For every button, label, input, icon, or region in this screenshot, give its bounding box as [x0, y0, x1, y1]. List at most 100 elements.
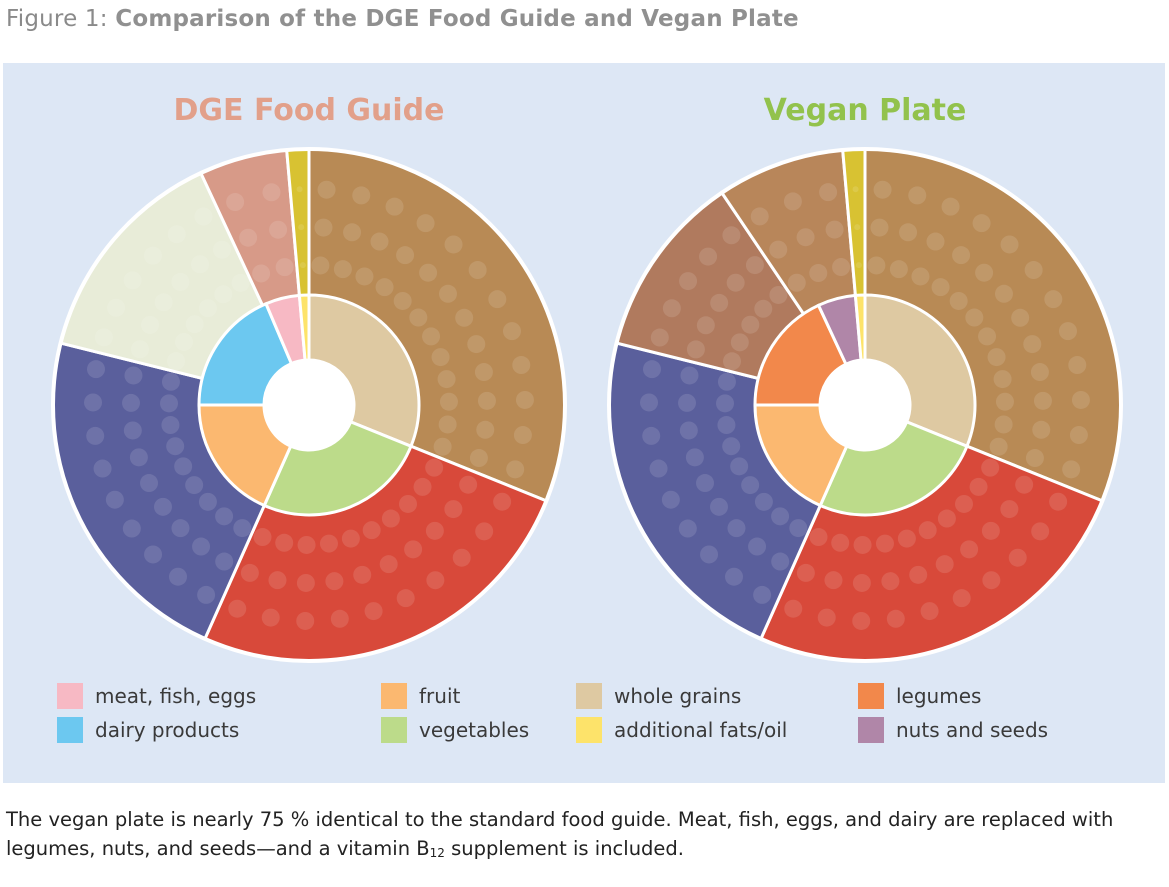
- whole-grains-photo-texture: [437, 370, 456, 389]
- oil-photo-texture: [296, 186, 303, 193]
- vegetables-photo-texture: [396, 589, 415, 608]
- vegetables-photo-texture: [897, 529, 916, 548]
- vegetables-photo-texture: [784, 599, 803, 618]
- legend-swatch-whole-grains: [576, 683, 602, 709]
- vegetables-photo-texture: [379, 555, 398, 574]
- fruit-photo-texture: [640, 393, 659, 412]
- fruit-photo-texture: [93, 459, 112, 478]
- vegetables-photo-texture: [1049, 492, 1068, 511]
- legend-label-additional-fats-oil: additional fats/oil: [614, 718, 788, 742]
- vegetables-photo-texture: [341, 529, 360, 548]
- whole-grains-photo-texture: [513, 426, 532, 445]
- fruit-photo-texture: [661, 490, 680, 509]
- fruit-photo-texture: [771, 552, 790, 571]
- vegetables-photo-texture: [362, 521, 381, 540]
- fruit-photo-texture: [678, 519, 697, 538]
- vegetables-photo-texture: [426, 571, 445, 590]
- vegetables-photo-texture: [981, 458, 1000, 477]
- legend-item-nuts-and-seeds: nuts and seeds: [858, 717, 1048, 743]
- oil-photo-texture: [298, 224, 305, 231]
- whole-grains-photo-texture: [889, 260, 908, 279]
- meat-fish-eggs-photo-texture: [252, 264, 271, 283]
- fruit-photo-texture: [722, 437, 741, 456]
- legumes-photo-texture: [723, 352, 742, 371]
- fruit-photo-texture: [716, 394, 735, 413]
- whole-grains-photo-texture: [393, 291, 412, 310]
- whole-grains-photo-texture: [972, 214, 991, 233]
- legend-item-fruit: fruit: [381, 683, 460, 709]
- whole-grains-photo-texture: [431, 348, 450, 367]
- oil-photo-texture: [854, 224, 861, 231]
- whole-grains-photo-texture: [1069, 426, 1088, 445]
- vegetables-photo-texture: [381, 509, 400, 528]
- nuts-seeds-photo-texture: [796, 228, 815, 247]
- fruit-photo-texture: [233, 519, 252, 538]
- vegetables-photo-texture: [459, 475, 478, 494]
- fruit-photo-texture: [84, 393, 103, 412]
- legumes-photo-texture: [745, 256, 764, 275]
- vegetables-photo-texture: [398, 494, 417, 513]
- fruit-photo-texture: [86, 426, 105, 445]
- dairy-photo-texture: [143, 246, 162, 265]
- whole-grains-photo-texture: [512, 356, 531, 375]
- fruit-photo-texture: [171, 519, 190, 538]
- dairy-photo-texture: [171, 272, 190, 291]
- vegetables-photo-texture: [253, 528, 272, 547]
- vegetables-photo-texture: [982, 571, 1001, 590]
- fruit-photo-texture: [754, 492, 773, 511]
- fruit-photo-texture: [215, 552, 234, 571]
- whole-grains-photo-texture: [1011, 308, 1030, 327]
- whole-grains-photo-texture: [1044, 290, 1063, 309]
- legumes-photo-texture: [769, 285, 788, 304]
- legend-swatch-vegetables: [381, 717, 407, 743]
- whole-grains-photo-texture: [989, 437, 1008, 456]
- vegetables-photo-texture: [228, 599, 247, 618]
- fruit-photo-texture: [696, 474, 715, 493]
- vegetables-photo-texture: [817, 608, 836, 627]
- fruit-photo-texture: [730, 457, 749, 476]
- whole-grains-photo-texture: [352, 186, 371, 205]
- fruit-photo-texture: [685, 448, 704, 467]
- legend-swatch-nuts-and-seeds: [858, 717, 884, 743]
- whole-grains-photo-texture: [311, 256, 330, 275]
- legumes-photo-texture: [686, 340, 705, 359]
- legend-label-vegetables: vegetables: [419, 718, 530, 742]
- whole-grains-photo-texture: [994, 415, 1013, 434]
- fruit-photo-texture: [748, 537, 767, 556]
- vegetables-photo-texture: [296, 611, 315, 630]
- vegetables-photo-texture: [297, 535, 316, 554]
- fruit-photo-texture: [122, 519, 141, 538]
- vegetables-photo-texture: [330, 609, 349, 628]
- fruit-photo-texture: [185, 476, 204, 495]
- fruit-photo-texture: [140, 474, 159, 493]
- vegetables-photo-texture: [404, 540, 423, 559]
- whole-grains-photo-texture: [1025, 449, 1044, 468]
- fruit-photo-texture: [679, 421, 698, 440]
- dairy-photo-texture: [94, 328, 113, 347]
- dairy-photo-texture: [214, 285, 233, 304]
- vegetables-photo-texture: [353, 565, 372, 584]
- dairy-photo-texture: [198, 299, 217, 318]
- vegetables-photo-texture: [875, 534, 894, 553]
- whole-grains-photo-texture: [502, 322, 521, 341]
- vegetables-photo-texture: [261, 608, 280, 627]
- fruit-photo-texture: [123, 421, 142, 440]
- whole-grains-photo-texture: [333, 260, 352, 279]
- fruit-photo-texture: [197, 585, 216, 604]
- vegetables-photo-texture: [319, 534, 338, 553]
- vegetables-photo-texture: [809, 528, 828, 547]
- vegetables-photo-texture: [853, 535, 872, 554]
- nuts-seeds-photo-texture: [787, 273, 806, 292]
- whole-grains-photo-texture: [438, 415, 457, 434]
- fruit-photo-texture: [160, 394, 179, 413]
- whole-grains-photo-texture: [409, 308, 428, 327]
- vegetables-photo-texture: [824, 571, 843, 590]
- whole-grains-photo-texture: [987, 348, 1006, 367]
- whole-grains-photo-texture: [477, 391, 496, 410]
- whole-grains-photo-texture: [1071, 390, 1090, 409]
- vegetables-photo-texture: [268, 571, 287, 590]
- dairy-photo-texture: [130, 340, 149, 359]
- vegetables-photo-texture: [296, 573, 315, 592]
- whole-grains-photo-texture: [1032, 420, 1051, 439]
- whole-grains-photo-texture: [474, 363, 493, 382]
